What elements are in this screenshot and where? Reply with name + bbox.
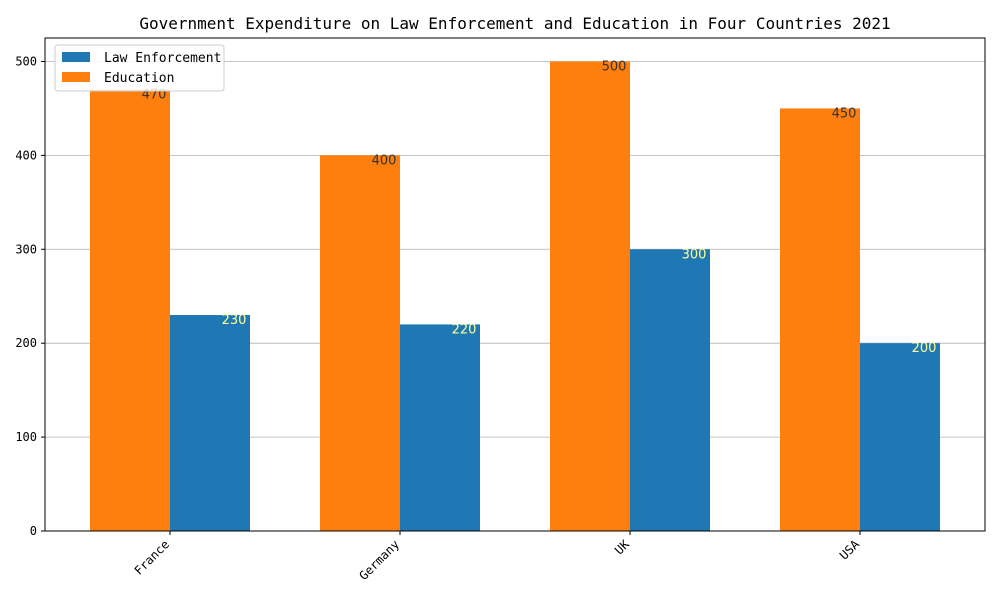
x-tick-label: Germany [356, 537, 402, 583]
data-label: 400 [372, 153, 397, 168]
plot-frame [44, 37, 986, 532]
bar-law-enforcement-germany [400, 324, 480, 531]
bar-law-enforcement-france [170, 315, 250, 531]
bar-education-uk [550, 61, 630, 531]
data-label: 200 [912, 341, 937, 356]
bar-law-enforcement-usa [860, 343, 940, 531]
legend-swatch [62, 52, 90, 62]
y-tick-label: 300 [15, 242, 37, 256]
y-tick-label: 200 [15, 336, 37, 350]
y-tick-label: 0 [30, 524, 37, 538]
data-label: 450 [832, 106, 857, 121]
bar-education-usa [780, 108, 860, 531]
y-tick-label: 400 [15, 148, 37, 162]
legend-swatch [62, 72, 90, 82]
data-label: 300 [682, 247, 707, 262]
data-label: 500 [602, 59, 627, 74]
legend-box [54, 44, 225, 92]
x-tick-label: UK [612, 537, 633, 558]
bar-education-germany [320, 155, 400, 531]
chart-title: Government Expenditure on Law Enforcemen… [139, 14, 890, 33]
data-label: 220 [452, 322, 477, 337]
x-tick-label: USA [837, 537, 863, 563]
data-label: 230 [222, 313, 247, 328]
bar-education-france [90, 89, 170, 532]
y-tick-label: 100 [15, 430, 37, 444]
legend-label: Law Enforcement [104, 51, 221, 66]
bar-law-enforcement-uk [630, 249, 710, 532]
bars [90, 61, 940, 532]
legend-label: Education [104, 71, 174, 86]
y-tick-label: 500 [15, 54, 37, 68]
x-tick-label: France [132, 537, 173, 578]
legend: Law Enforcement Education [54, 44, 225, 92]
